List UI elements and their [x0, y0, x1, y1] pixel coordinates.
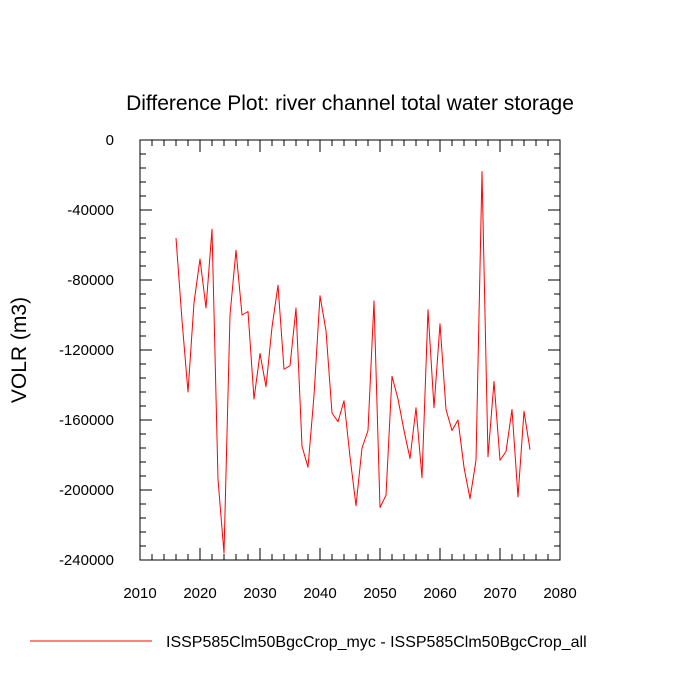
y-tick-label: 0	[106, 132, 114, 149]
x-tick-label: 2010	[123, 585, 156, 602]
plot-frame	[139, 139, 561, 561]
series-line	[175, 171, 531, 554]
x-tick-label: 2070	[483, 585, 516, 602]
x-tick-label: 2020	[183, 585, 216, 602]
x-tick-label: 2040	[303, 585, 336, 602]
y-tick-labels: 0 -40000 -80000 -120000 -160000 -200000 -24000…	[59, 132, 114, 569]
y-axis-label: VOLR (m3)	[8, 297, 31, 403]
y-tick-label: -40000	[67, 202, 114, 219]
x-tick-labels: 2010 2020 2030 2040 2050 2060 2070 2080	[123, 585, 576, 602]
y-tick-label: -200000	[59, 482, 114, 499]
y-tick-label: -160000	[59, 412, 114, 429]
legend-entry-label: ISSP585Clm50BgcCrop_myc - ISSP585Clm50Bg…	[166, 634, 587, 651]
x-tick-label: 2030	[243, 585, 276, 602]
legend: ISSP585Clm50BgcCrop_myc - ISSP585Clm50Bg…	[30, 634, 587, 651]
y-tick-label: -120000	[59, 342, 114, 359]
series-layer	[175, 171, 531, 554]
x-tick-label: 2080	[543, 585, 576, 602]
x-tick-label: 2060	[423, 585, 456, 602]
axis-ticks	[139, 139, 561, 561]
chart-title: Difference Plot: river channel total wat…	[126, 92, 574, 115]
y-tick-label: -240000	[59, 552, 114, 569]
x-tick-label: 2050	[363, 585, 396, 602]
y-tick-label: -80000	[67, 272, 114, 289]
